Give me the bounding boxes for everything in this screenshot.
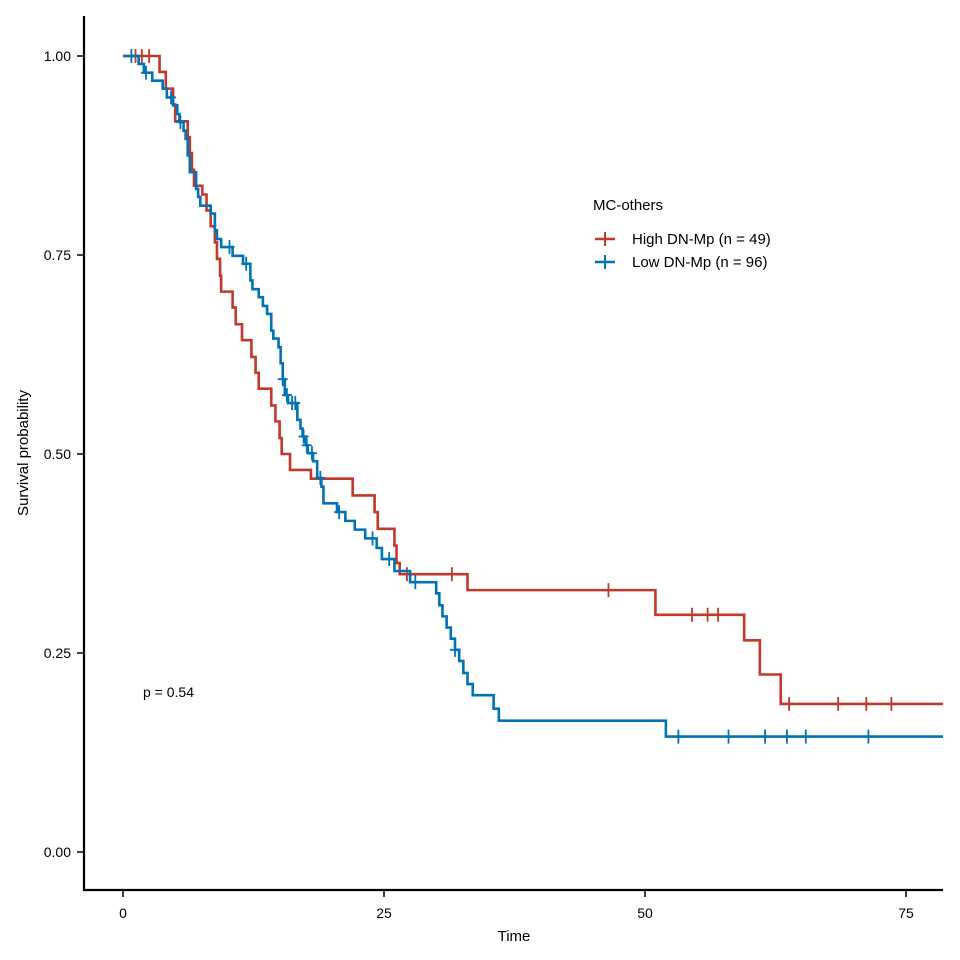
ticks-layer: 0 25 50 75 0.00 0.25 0.50 0.75 1.00 bbox=[44, 48, 914, 921]
x-axis-title: Time bbox=[498, 928, 531, 945]
y-axis-title: Survival probability bbox=[15, 390, 32, 516]
y-tick-label: 0.50 bbox=[44, 446, 71, 462]
series-layer bbox=[123, 49, 943, 744]
y-tick-label: 0.25 bbox=[44, 645, 71, 661]
x-tick-label: 0 bbox=[119, 905, 127, 921]
legend-item-high: High DN-Mp (n = 49) bbox=[595, 231, 771, 248]
legend-item-low: Low DN-Mp (n = 96) bbox=[595, 254, 767, 271]
legend-label-high: High DN-Mp (n = 49) bbox=[632, 231, 771, 248]
x-tick-label: 25 bbox=[376, 905, 392, 921]
p-value-annotation: p = 0.54 bbox=[143, 684, 194, 700]
survival-curve-low bbox=[123, 54, 943, 738]
y-tick-label: 0.00 bbox=[44, 844, 71, 860]
x-tick-label: 75 bbox=[898, 905, 914, 921]
legend-label-low: Low DN-Mp (n = 96) bbox=[632, 254, 767, 271]
x-tick-label: 50 bbox=[637, 905, 653, 921]
y-tick-label: 0.75 bbox=[44, 247, 71, 263]
legend-title: MC-others bbox=[593, 197, 663, 214]
y-tick-label: 1.00 bbox=[44, 48, 71, 64]
series-high bbox=[123, 49, 943, 711]
axes-layer bbox=[82, 16, 943, 892]
survival-curve-high bbox=[123, 54, 943, 706]
series-low bbox=[123, 49, 943, 744]
legend: MC-others High DN-Mp (n = 49) Low DN-Mp … bbox=[593, 197, 771, 271]
